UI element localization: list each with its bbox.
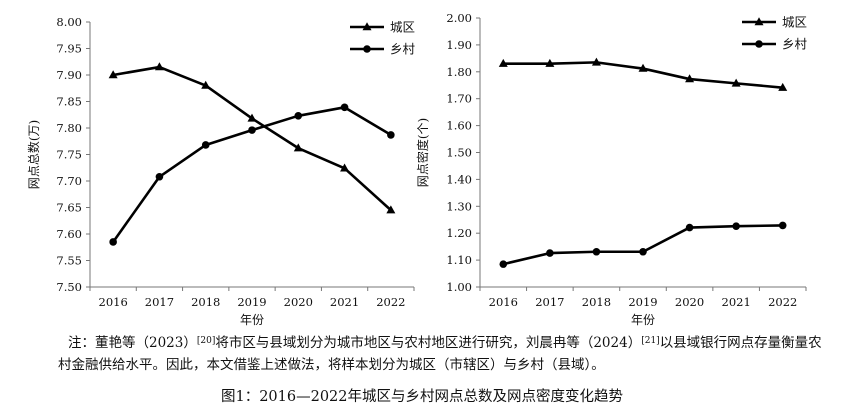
- data-point: [685, 74, 695, 83]
- x-tick-label: 2019: [628, 295, 657, 309]
- legend-label: 乡村: [390, 42, 416, 57]
- y-tick-label: 1.00: [446, 280, 472, 294]
- data-point: [247, 113, 257, 122]
- note-mid: 将市区与县域划分为城市地区与农村地区进行研究，刘晨冉等（2024）: [215, 335, 642, 351]
- x-tick-label: 2016: [99, 295, 128, 309]
- data-point: [591, 57, 601, 66]
- x-axis-title: 年份: [631, 313, 655, 327]
- legend-item: 城区: [742, 15, 807, 30]
- data-point: [248, 126, 256, 134]
- data-point: [638, 63, 648, 72]
- x-tick-label: 2016: [489, 295, 518, 309]
- data-point: [386, 205, 396, 214]
- series-rural: [109, 103, 395, 246]
- x-tick-label: 2018: [582, 295, 611, 309]
- data-point: [155, 172, 164, 181]
- data-point: [778, 221, 787, 230]
- data-point: [498, 58, 508, 67]
- legend-label: 乡村: [782, 37, 808, 52]
- note-ref-20: [20]: [196, 336, 216, 346]
- legend-marker: [754, 17, 764, 26]
- y-tick-label: 1.90: [446, 38, 472, 52]
- data-point: [732, 222, 740, 231]
- x-axis-title: 年份: [240, 313, 264, 327]
- data-point: [154, 62, 164, 71]
- series-urban: [498, 57, 788, 91]
- x-tick-label: 2022: [768, 295, 797, 309]
- x-tick-label: 2020: [675, 295, 704, 309]
- y-tick-label: 1.70: [446, 92, 472, 106]
- y-axis-title: 网点总数(万): [26, 120, 41, 189]
- data-point: [592, 247, 601, 256]
- y-axis-title: 网点密度(个): [415, 118, 430, 187]
- y-tick-label: 1.10: [446, 253, 472, 267]
- y-tick-label: 1.60: [446, 119, 472, 133]
- y-tick-label: 7.70: [56, 174, 82, 188]
- data-point: [387, 131, 395, 139]
- y-tick-label: 1.80: [446, 65, 472, 79]
- y-tick-label: 7.95: [56, 42, 82, 56]
- y-tick-label: 7.55: [56, 254, 82, 268]
- y-tick-label: 1.40: [446, 172, 472, 186]
- legend-item: 城区: [350, 20, 415, 35]
- legend-marker: [755, 40, 763, 48]
- y-tick-label: 7.65: [56, 201, 82, 215]
- data-point: [546, 249, 554, 257]
- x-tick-label: 2022: [376, 295, 405, 309]
- data-point: [293, 143, 303, 152]
- data-point: [108, 70, 118, 79]
- legend-marker: [363, 45, 371, 53]
- figure-note: 注：董艳等（2023）[20]将市区与县域划分为城市地区与农村地区进行研究，刘晨…: [58, 332, 828, 376]
- x-tick-label: 2018: [191, 295, 220, 309]
- legend-label: 城区: [782, 15, 807, 30]
- data-point: [639, 247, 647, 256]
- x-tick-label: 2017: [535, 295, 564, 309]
- note-tail: 以县域银行网点存量衡量农村金融供给水平。因此，本文借鉴上述做法，将样本划分为城区…: [58, 335, 822, 373]
- data-point: [340, 163, 350, 172]
- y-tick-label: 8.00: [56, 15, 82, 29]
- x-tick-label: 2021: [722, 295, 751, 309]
- y-tick-label: 2.00: [446, 11, 472, 25]
- data-point: [109, 238, 117, 246]
- data-point: [778, 82, 788, 91]
- legend-item: 乡村: [742, 37, 808, 52]
- x-tick-label: 2017: [145, 295, 174, 309]
- legend-marker: [362, 22, 372, 31]
- legend-item: 乡村: [350, 42, 416, 57]
- series-urban: [108, 62, 396, 214]
- data-point: [685, 223, 694, 232]
- y-tick-label: 7.80: [56, 121, 82, 135]
- series-line: [502, 224, 783, 266]
- legend-label: 城区: [390, 20, 415, 35]
- figure-caption: 图1：2016—2022年城区与乡村网点总数及网点密度变化趋势: [220, 389, 624, 405]
- data-point: [294, 112, 303, 120]
- series-rural: [499, 221, 787, 268]
- y-tick-label: 7.60: [56, 227, 82, 241]
- x-tick-label: 2021: [330, 295, 359, 309]
- y-tick-label: 7.75: [56, 148, 82, 162]
- y-tick-label: 7.50: [56, 280, 82, 294]
- y-tick-label: 7.85: [56, 95, 82, 109]
- data-point: [201, 80, 211, 89]
- x-tick-label: 2020: [284, 295, 313, 309]
- x-tick-label: 2019: [237, 295, 266, 309]
- note-ref-21: [21]: [641, 336, 660, 346]
- data-point: [499, 260, 508, 268]
- y-tick-label: 1.30: [446, 199, 472, 213]
- series-line: [112, 65, 392, 212]
- data-point: [545, 58, 555, 67]
- y-tick-label: 7.90: [56, 68, 82, 82]
- data-point: [731, 78, 741, 87]
- chart-2: 1.00 1.10 1.20 1.30 1.40 1.50 1.60 1.70 1.80 1.90…: [415, 11, 808, 327]
- figure-canvas: 7.50 7.55 7.60 7.65 7.70 7.75 7.80 7.85 7.90 7.95…: [26, 11, 808, 327]
- note-lead: 注：董艳等（2023）: [68, 335, 197, 351]
- y-tick-label: 1.50: [446, 146, 472, 160]
- data-point: [201, 141, 210, 149]
- y-tick-label: 1.20: [446, 226, 472, 240]
- chart-1: 7.50 7.55 7.60 7.65 7.70 7.75 7.80 7.85 7.90 7.95…: [26, 15, 416, 327]
- data-point: [340, 103, 349, 112]
